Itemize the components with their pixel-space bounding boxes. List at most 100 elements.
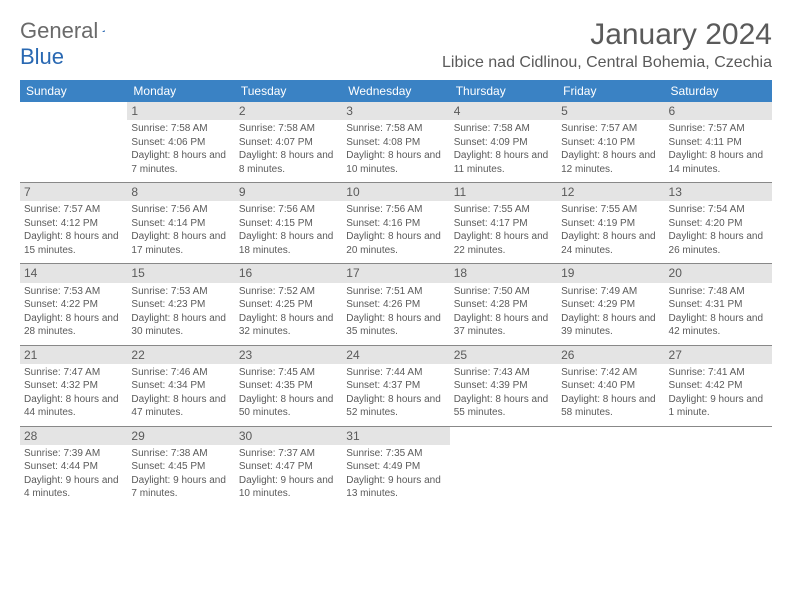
dow-wed: Wednesday	[342, 80, 449, 102]
sunset-text: Sunset: 4:12 PM	[24, 217, 123, 231]
calendar-cell: 20Sunrise: 7:48 AMSunset: 4:31 PMDayligh…	[665, 264, 772, 345]
sunset-text: Sunset: 4:11 PM	[669, 136, 768, 150]
logo: General	[20, 18, 122, 44]
sunset-text: Sunset: 4:25 PM	[239, 298, 338, 312]
sunrise-text: Sunrise: 7:51 AM	[346, 285, 445, 299]
daylight-text: Daylight: 9 hours and 10 minutes.	[239, 474, 338, 501]
daylight-text: Daylight: 9 hours and 7 minutes.	[131, 474, 230, 501]
calendar-header-row: Sunday Monday Tuesday Wednesday Thursday…	[20, 80, 772, 102]
day-number: 29	[127, 427, 234, 445]
day-number: 31	[342, 427, 449, 445]
sunrise-text: Sunrise: 7:58 AM	[346, 122, 445, 136]
daylight-text: Daylight: 8 hours and 18 minutes.	[239, 230, 338, 257]
sunset-text: Sunset: 4:15 PM	[239, 217, 338, 231]
day-number: 13	[665, 183, 772, 201]
sunset-text: Sunset: 4:22 PM	[24, 298, 123, 312]
day-number: 5	[557, 102, 664, 120]
daylight-text: Daylight: 8 hours and 32 minutes.	[239, 312, 338, 339]
calendar-cell: 16 Sunrise: 7:52 AMSunset: 4:25 PMDayligh…	[235, 264, 342, 345]
sunrise-text: Sunrise: 7:58 AM	[239, 122, 338, 136]
sunrise-text: Sunrise: 7:42 AM	[561, 366, 660, 380]
sunset-text: Sunset: 4:45 PM	[131, 460, 230, 474]
daylight-text: Daylight: 8 hours and 24 minutes.	[561, 230, 660, 257]
calendar-cell: 9Sunrise: 7:56 AMSunset: 4:15 PMDaylight…	[235, 183, 342, 264]
calendar-cell: 2Sunrise: 7:58 AMSunset: 4:07 PMDaylight…	[235, 102, 342, 183]
day-number: 11	[450, 183, 557, 201]
sunrise-text: Sunrise: 7:50 AM	[454, 285, 553, 299]
day-number: 25	[450, 346, 557, 364]
logo-triangle-icon	[102, 24, 105, 38]
calendar-cell: 27Sunrise: 7:41 AMSunset: 4:42 PMDayligh…	[665, 345, 772, 426]
day-number: 30	[235, 427, 342, 445]
daylight-text: Daylight: 8 hours and 35 minutes.	[346, 312, 445, 339]
day-number: 7	[20, 183, 127, 201]
sunrise-text: Sunrise: 7:57 AM	[24, 203, 123, 217]
sunset-text: Sunset: 4:26 PM	[346, 298, 445, 312]
calendar-cell: 7 Sunrise: 7:57 AMSunset: 4:12 PMDaylight…	[20, 183, 127, 264]
sunset-text: Sunset: 4:35 PM	[239, 379, 338, 393]
calendar-week: 21Sunrise: 7:47 AMSunset: 4:32 PMDayligh…	[20, 345, 772, 426]
sunrise-text: Sunrise: 7:37 AM	[239, 447, 338, 461]
sunset-text: Sunset: 4:34 PM	[131, 379, 230, 393]
daylight-text: Daylight: 8 hours and 28 minutes.	[24, 312, 123, 339]
calendar-cell: 23Sunrise: 7:45 AMSunset: 4:35 PMDayligh…	[235, 345, 342, 426]
day-number: 21	[20, 346, 127, 364]
sunrise-text: Sunrise: 7:52 AM	[239, 285, 338, 299]
dow-fri: Friday	[557, 80, 664, 102]
calendar-cell	[20, 102, 127, 183]
day-number: 16	[235, 264, 342, 282]
daylight-text: Daylight: 9 hours and 1 minute.	[669, 393, 768, 420]
daylight-text: Daylight: 8 hours and 15 minutes.	[24, 230, 123, 257]
day-number: 18	[450, 264, 557, 282]
sunrise-text: Sunrise: 7:56 AM	[131, 203, 230, 217]
calendar-cell: 29 Sunrise: 7:38 AMSunset: 4:45 PMDayligh…	[127, 426, 234, 507]
day-number: 19	[557, 264, 664, 282]
calendar-cell	[450, 426, 557, 507]
day-number: 23	[235, 346, 342, 364]
sunset-text: Sunset: 4:29 PM	[561, 298, 660, 312]
sunrise-text: Sunrise: 7:57 AM	[669, 122, 768, 136]
calendar-cell: 30Sunrise: 7:37 AMSunset: 4:47 PMDayligh…	[235, 426, 342, 507]
sunset-text: Sunset: 4:10 PM	[561, 136, 660, 150]
sunset-text: Sunset: 4:19 PM	[561, 217, 660, 231]
sunset-text: Sunset: 4:31 PM	[669, 298, 768, 312]
header: General January 2024 Libice nad Cidlinou…	[20, 18, 772, 72]
calendar-cell: 6Sunrise: 7:57 AMSunset: 4:11 PMDaylight…	[665, 102, 772, 183]
sunset-text: Sunset: 4:06 PM	[131, 136, 230, 150]
daylight-text: Daylight: 8 hours and 8 minutes.	[239, 149, 338, 176]
sunrise-text: Sunrise: 7:38 AM	[131, 447, 230, 461]
sunrise-text: Sunrise: 7:44 AM	[346, 366, 445, 380]
sunset-text: Sunset: 4:32 PM	[24, 379, 123, 393]
month-title: January 2024	[442, 18, 772, 52]
day-number: 22	[127, 346, 234, 364]
sunset-text: Sunset: 4:17 PM	[454, 217, 553, 231]
sunset-text: Sunset: 4:49 PM	[346, 460, 445, 474]
day-number: 27	[665, 346, 772, 364]
sunrise-text: Sunrise: 7:35 AM	[346, 447, 445, 461]
daylight-text: Daylight: 8 hours and 22 minutes.	[454, 230, 553, 257]
calendar-cell: 11 Sunrise: 7:55 AMSunset: 4:17 PMDayligh…	[450, 183, 557, 264]
location-subtitle: Libice nad Cidlinou, Central Bohemia, Cz…	[442, 54, 772, 72]
logo-word1: General	[20, 18, 98, 44]
logo-word2-wrap: Blue	[20, 44, 64, 70]
day-number: 2	[235, 102, 342, 120]
sunset-text: Sunset: 4:16 PM	[346, 217, 445, 231]
calendar-cell	[665, 426, 772, 507]
title-block: January 2024 Libice nad Cidlinou, Centra…	[442, 18, 772, 72]
calendar-week: 28Sunrise: 7:39 AMSunset: 4:44 PMDayligh…	[20, 426, 772, 507]
daylight-text: Daylight: 8 hours and 58 minutes.	[561, 393, 660, 420]
sunrise-text: Sunrise: 7:39 AM	[24, 447, 123, 461]
daylight-text: Daylight: 8 hours and 7 minutes.	[131, 149, 230, 176]
sunrise-text: Sunrise: 7:43 AM	[454, 366, 553, 380]
sunrise-text: Sunrise: 7:53 AM	[24, 285, 123, 299]
calendar-cell: 15Sunrise: 7:53 AMSunset: 4:23 PMDayligh…	[127, 264, 234, 345]
calendar-cell: 31Sunrise: 7:35 AMSunset: 4:49 PMDayligh…	[342, 426, 449, 507]
daylight-text: Daylight: 8 hours and 55 minutes.	[454, 393, 553, 420]
daylight-text: Daylight: 8 hours and 52 minutes.	[346, 393, 445, 420]
daylight-text: Daylight: 8 hours and 37 minutes.	[454, 312, 553, 339]
calendar-cell: 17Sunrise: 7:51 AMSunset: 4:26 PMDayligh…	[342, 264, 449, 345]
sunrise-text: Sunrise: 7:55 AM	[454, 203, 553, 217]
sunrise-text: Sunrise: 7:55 AM	[561, 203, 660, 217]
sunrise-text: Sunrise: 7:41 AM	[669, 366, 768, 380]
sunset-text: Sunset: 4:23 PM	[131, 298, 230, 312]
